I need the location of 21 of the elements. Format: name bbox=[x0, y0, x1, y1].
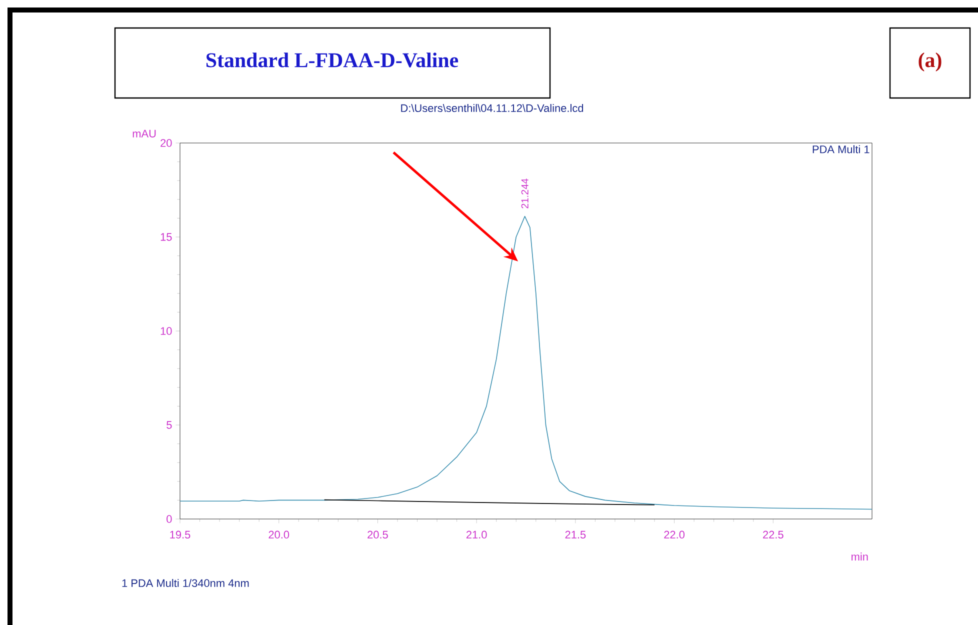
y-tick-label: 5 bbox=[166, 421, 172, 429]
x-tick-label: 21.5 bbox=[565, 530, 586, 539]
y-axis-title: mAU bbox=[132, 130, 156, 138]
annotation: PDA Multi 1 bbox=[812, 145, 870, 154]
x-axis-title: min bbox=[852, 552, 868, 560]
x-tick-label: 19.5 bbox=[170, 530, 190, 539]
y-tick-label: 15 bbox=[160, 233, 172, 241]
x-tick-label: 21.0 bbox=[466, 530, 487, 539]
y-tick-label: 20 bbox=[160, 139, 172, 147]
annotation: 21.244 bbox=[521, 178, 528, 208]
x-tick-label: 20.0 bbox=[268, 530, 290, 539]
y-tick-label: 0 bbox=[166, 515, 172, 523]
chart-title: Standard L-FDAA-D-Valine bbox=[206, 52, 458, 68]
x-tick-label: 22.0 bbox=[664, 530, 685, 539]
line-series bbox=[180, 216, 872, 510]
text: 1 PDA Multi 1/340nm 4nm bbox=[122, 578, 249, 588]
y-tick-label: 10 bbox=[160, 327, 172, 335]
x-tick-label: 22.5 bbox=[763, 530, 784, 539]
chart-subtitle: D:\Users\senthil\04.11.12\D-Valine.lcd bbox=[401, 104, 584, 112]
x-tick-label: 20.5 bbox=[368, 530, 388, 539]
text: (a) bbox=[918, 52, 942, 72]
